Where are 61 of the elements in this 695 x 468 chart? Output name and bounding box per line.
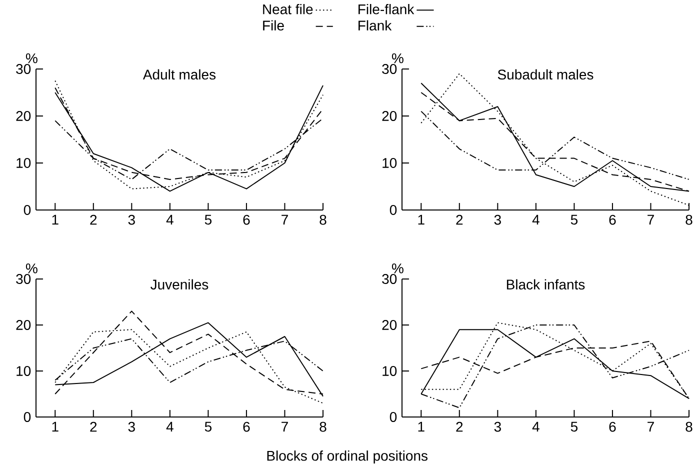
chart-title: Subadult males — [498, 69, 594, 80]
legend-label: Neat file — [263, 4, 313, 14]
legend-label: File — [263, 20, 284, 31]
x-tick-label: 6 — [609, 214, 616, 225]
chart-title: Black infants — [506, 279, 585, 290]
x-tick-label: 3 — [494, 422, 501, 432]
x-tick-label: 2 — [456, 214, 463, 225]
x-tick-label: 1 — [52, 214, 58, 224]
y-tick-label: 0 — [24, 412, 31, 422]
y-tick-label: 20 — [382, 111, 397, 121]
legend-label: Flank — [358, 20, 392, 31]
y-tick-label: 30 — [16, 64, 31, 74]
y-tick-label: 10 — [16, 366, 31, 376]
x-axis-title: Blocks of ordinal positions — [267, 450, 428, 464]
x-tick-label: 6 — [609, 422, 616, 432]
y-tick-label: 0 — [24, 205, 31, 215]
y-tick-label: 0 — [390, 412, 397, 422]
x-tick-label: 2 — [90, 422, 97, 432]
x-tick-label: 7 — [648, 214, 654, 224]
x-tick-label: 5 — [204, 214, 212, 225]
y-tick-label: 30 — [382, 64, 397, 74]
x-tick-label: 8 — [686, 214, 692, 225]
x-tick-label: 5 — [204, 422, 212, 432]
x-tick-label: 6 — [243, 422, 250, 432]
x-tick-label: 1 — [52, 422, 58, 432]
x-tick-label: 1 — [418, 422, 424, 432]
x-tick-label: 7 — [282, 422, 288, 432]
x-tick-label: 7 — [648, 422, 654, 432]
y-tick-label: 0 — [390, 205, 397, 215]
x-tick-label: 8 — [686, 422, 692, 432]
y-tick-label: 20 — [16, 320, 31, 330]
x-tick-label: 3 — [128, 422, 135, 432]
legend-label: File-flank — [358, 4, 414, 14]
x-tick-label: 1 — [418, 214, 424, 224]
x-tick-label: 4 — [166, 214, 174, 224]
y-axis-title: % — [392, 263, 404, 274]
x-tick-label: 5 — [570, 214, 578, 225]
y-tick-label: 30 — [382, 274, 397, 284]
x-tick-label: 4 — [532, 422, 540, 432]
y-tick-label: 10 — [382, 366, 397, 376]
chart-title: Juveniles — [150, 279, 208, 290]
y-axis-title: % — [392, 53, 404, 64]
y-tick-label: 30 — [16, 274, 31, 284]
y-tick-label: 10 — [382, 158, 397, 168]
x-tick-label: 3 — [494, 214, 501, 225]
x-tick-label: 4 — [532, 214, 540, 224]
y-axis-title: % — [26, 263, 38, 274]
x-tick-label: 2 — [90, 214, 97, 225]
x-tick-label: 5 — [570, 422, 578, 432]
y-tick-label: 20 — [382, 320, 397, 330]
y-axis-title: % — [26, 53, 38, 64]
x-tick-label: 7 — [282, 214, 288, 224]
x-tick-label: 8 — [320, 422, 326, 432]
x-tick-label: 2 — [456, 422, 463, 432]
x-tick-label: 3 — [128, 214, 135, 225]
x-tick-label: 6 — [243, 214, 250, 225]
y-tick-label: 20 — [16, 111, 31, 121]
x-tick-label: 4 — [166, 422, 174, 432]
x-tick-label: 8 — [320, 214, 326, 225]
chart-title: Adult males — [142, 69, 216, 80]
y-tick-label: 10 — [16, 158, 31, 168]
